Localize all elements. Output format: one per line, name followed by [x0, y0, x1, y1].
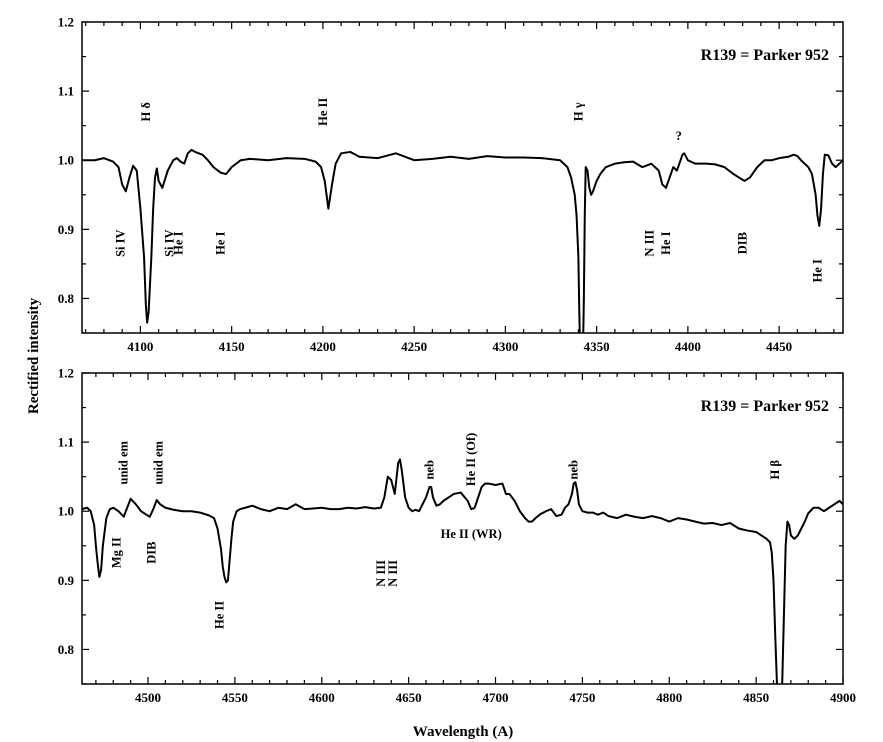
- x-tick-label: 4100: [127, 339, 153, 354]
- y-tick-label: 1.0: [58, 504, 74, 519]
- x-tick-label: 4800: [656, 690, 682, 705]
- x-tick-label: 4150: [219, 339, 245, 354]
- line-annotation: He II: [212, 601, 226, 629]
- x-tick-label: 4700: [483, 690, 509, 705]
- x-tick-label: 4350: [584, 339, 610, 354]
- line-annotation: H δ: [139, 102, 153, 122]
- y-tick-label: 1.1: [58, 435, 74, 450]
- x-tick-label: 4300: [492, 339, 518, 354]
- y-tick-label: 0.8: [58, 642, 75, 657]
- x-tick-label: 4850: [743, 690, 769, 705]
- panel-bottom: 4500 4550 4600 4650 4700 4750 4800 4850 4900 0.8 0…: [58, 366, 856, 706]
- line-annotation: Si IV: [113, 229, 127, 256]
- y-tick-label: 1.2: [58, 15, 74, 30]
- line-annotation: He I: [172, 231, 186, 254]
- spectrum-line: [82, 458, 843, 684]
- line-annotation: He I: [659, 231, 673, 254]
- line-annotation: He II: [316, 98, 330, 126]
- plot-frame: [81, 21, 844, 334]
- x-tick-label: 4450: [766, 339, 792, 354]
- x-tick-label: 4250: [401, 339, 427, 354]
- spectrum-line: [82, 148, 843, 333]
- line-annotation: He II (WR): [441, 527, 502, 541]
- x-tick-label: 4500: [135, 690, 161, 705]
- line-annotation: He II (Of): [464, 433, 478, 486]
- line-annotation: N III: [643, 230, 657, 257]
- line-annotation: He I: [811, 259, 825, 282]
- x-axis-title: Wavelength (A): [413, 724, 513, 740]
- y-tick-label: 0.9: [58, 222, 75, 237]
- line-annotation: H γ: [571, 102, 585, 121]
- line-annotation: He I: [214, 231, 228, 254]
- line-annotation: Mg II: [110, 537, 124, 568]
- x-tick-label: 4750: [569, 690, 595, 705]
- line-annotation: N III: [386, 560, 400, 587]
- plot-frame: [81, 372, 844, 685]
- x-tick-label: 4900: [830, 690, 856, 705]
- panel-title: R139 = Parker 952: [701, 398, 829, 415]
- panel-top: 4100 4150 4200 4250 4300 4350 4400 4450 0.8 0.9 1.…: [58, 15, 844, 354]
- y-tick-label: 0.8: [58, 291, 75, 306]
- line-annotation: ?: [676, 129, 682, 143]
- x-tick-label: 4650: [396, 690, 422, 705]
- y-tick-label: 1.1: [58, 84, 74, 99]
- line-annotation: H β: [768, 460, 782, 480]
- line-annotation: neb: [423, 460, 437, 480]
- line-annotation: DIB: [736, 232, 750, 254]
- line-annotation: neb: [567, 460, 581, 480]
- x-tick-label: 4200: [310, 339, 336, 354]
- line-annotation: unid em: [151, 441, 165, 485]
- y-tick-label: 0.9: [58, 573, 75, 588]
- x-tick-label: 4400: [675, 339, 701, 354]
- y-tick-label: 1.2: [58, 366, 74, 381]
- line-annotation: Si IV: [163, 229, 177, 256]
- y-tick-label: 1.0: [58, 153, 74, 168]
- x-tick-label: 4550: [222, 690, 248, 705]
- x-tick-label: 4600: [309, 690, 335, 705]
- panel-title: R139 = Parker 952: [701, 47, 829, 64]
- y-axis-title: Rectified intensity: [26, 297, 42, 414]
- line-annotation: DIB: [145, 542, 159, 564]
- line-annotation: N III: [374, 560, 388, 587]
- line-annotation: unid em: [117, 441, 131, 485]
